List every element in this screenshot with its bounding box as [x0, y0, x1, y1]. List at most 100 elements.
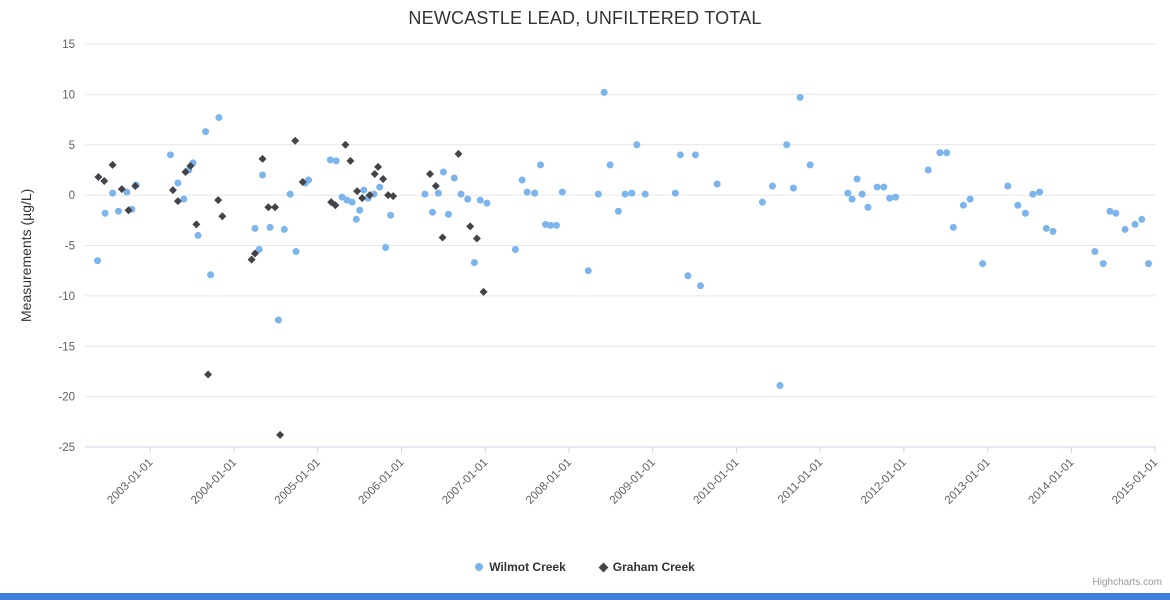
- data-point-wilmot-creek[interactable]: [523, 188, 531, 196]
- data-point-wilmot-creek[interactable]: [123, 188, 131, 196]
- data-point-wilmot-creek[interactable]: [547, 221, 555, 229]
- data-point-wilmot-creek[interactable]: [621, 190, 629, 198]
- data-point-wilmot-creek[interactable]: [94, 257, 102, 265]
- data-point-wilmot-creek[interactable]: [758, 198, 766, 206]
- data-point-graham-creek[interactable]: [466, 222, 475, 231]
- data-point-wilmot-creek[interactable]: [114, 207, 122, 215]
- data-point-graham-creek[interactable]: [276, 430, 285, 439]
- data-point-wilmot-creek[interactable]: [1042, 224, 1050, 232]
- data-point-wilmot-creek[interactable]: [305, 176, 313, 184]
- data-point-wilmot-creek[interactable]: [959, 201, 967, 209]
- data-point-wilmot-creek[interactable]: [783, 141, 791, 149]
- data-point-graham-creek[interactable]: [100, 177, 109, 186]
- data-point-wilmot-creek[interactable]: [215, 114, 223, 122]
- data-point-wilmot-creek[interactable]: [387, 211, 395, 219]
- data-point-graham-creek[interactable]: [374, 162, 383, 171]
- data-point-wilmot-creek[interactable]: [864, 203, 872, 211]
- data-point-graham-creek[interactable]: [331, 201, 340, 210]
- data-point-graham-creek[interactable]: [365, 191, 374, 200]
- data-point-graham-creek[interactable]: [358, 194, 367, 203]
- data-point-wilmot-creek[interactable]: [101, 209, 109, 217]
- data-point-wilmot-creek[interactable]: [483, 199, 491, 207]
- data-point-graham-creek[interactable]: [124, 206, 133, 215]
- data-point-graham-creek[interactable]: [192, 220, 201, 229]
- data-point-graham-creek[interactable]: [258, 154, 267, 163]
- data-point-graham-creek[interactable]: [291, 136, 300, 145]
- data-point-wilmot-creek[interactable]: [789, 184, 797, 192]
- data-point-wilmot-creek[interactable]: [266, 223, 274, 231]
- data-point-graham-creek[interactable]: [94, 172, 103, 181]
- data-point-wilmot-creek[interactable]: [614, 207, 622, 215]
- data-point-wilmot-creek[interactable]: [286, 190, 294, 198]
- data-point-wilmot-creek[interactable]: [858, 190, 866, 198]
- data-point-wilmot-creek[interactable]: [844, 189, 852, 197]
- data-point-wilmot-creek[interactable]: [606, 161, 614, 169]
- data-point-wilmot-creek[interactable]: [1138, 215, 1146, 223]
- data-point-graham-creek[interactable]: [173, 197, 182, 206]
- data-point-wilmot-creek[interactable]: [628, 189, 636, 197]
- data-point-wilmot-creek[interactable]: [806, 161, 814, 169]
- data-point-wilmot-creek[interactable]: [444, 210, 452, 218]
- data-point-graham-creek[interactable]: [108, 160, 117, 169]
- data-point-wilmot-creek[interactable]: [848, 195, 856, 203]
- data-point-wilmot-creek[interactable]: [886, 194, 894, 202]
- data-point-wilmot-creek[interactable]: [180, 195, 188, 203]
- data-point-wilmot-creek[interactable]: [434, 189, 442, 197]
- data-point-graham-creek[interactable]: [431, 182, 440, 191]
- legend-item-graham-creek[interactable]: Graham Creek: [598, 560, 695, 574]
- data-point-wilmot-creek[interactable]: [207, 271, 215, 279]
- data-point-wilmot-creek[interactable]: [429, 208, 437, 216]
- data-point-wilmot-creek[interactable]: [376, 183, 384, 191]
- data-point-wilmot-creek[interactable]: [584, 267, 592, 275]
- data-point-wilmot-creek[interactable]: [326, 156, 334, 164]
- data-point-wilmot-creek[interactable]: [676, 151, 684, 159]
- data-point-wilmot-creek[interactable]: [251, 224, 259, 232]
- data-point-wilmot-creek[interactable]: [966, 195, 974, 203]
- data-point-graham-creek[interactable]: [250, 249, 259, 258]
- data-point-wilmot-creek[interactable]: [531, 189, 539, 197]
- data-point-wilmot-creek[interactable]: [633, 141, 641, 149]
- data-point-wilmot-creek[interactable]: [1029, 190, 1037, 198]
- data-point-wilmot-creek[interactable]: [949, 223, 957, 231]
- data-point-wilmot-creek[interactable]: [348, 198, 356, 206]
- data-point-graham-creek[interactable]: [379, 175, 388, 184]
- data-point-wilmot-creek[interactable]: [924, 166, 932, 174]
- data-point-wilmot-creek[interactable]: [873, 183, 881, 191]
- data-point-graham-creek[interactable]: [479, 287, 488, 296]
- data-point-wilmot-creek[interactable]: [470, 259, 478, 267]
- data-point-wilmot-creek[interactable]: [1144, 260, 1152, 268]
- data-point-wilmot-creek[interactable]: [1004, 182, 1012, 190]
- data-point-wilmot-creek[interactable]: [166, 151, 174, 159]
- data-point-wilmot-creek[interactable]: [259, 171, 267, 179]
- data-point-wilmot-creek[interactable]: [518, 176, 526, 184]
- data-point-wilmot-creek[interactable]: [421, 190, 429, 198]
- data-point-wilmot-creek[interactable]: [796, 93, 804, 101]
- data-point-wilmot-creek[interactable]: [1036, 188, 1044, 196]
- data-point-graham-creek[interactable]: [214, 196, 223, 205]
- data-point-wilmot-creek[interactable]: [892, 193, 900, 201]
- data-point-graham-creek[interactable]: [117, 185, 126, 194]
- data-point-graham-creek[interactable]: [181, 167, 190, 176]
- data-point-wilmot-creek[interactable]: [979, 260, 987, 268]
- data-point-wilmot-creek[interactable]: [1049, 227, 1057, 235]
- data-point-wilmot-creek[interactable]: [1099, 260, 1107, 268]
- data-point-wilmot-creek[interactable]: [600, 88, 608, 96]
- data-point-wilmot-creek[interactable]: [174, 179, 182, 187]
- data-point-wilmot-creek[interactable]: [537, 161, 545, 169]
- data-point-wilmot-creek[interactable]: [511, 246, 519, 254]
- data-point-wilmot-creek[interactable]: [450, 174, 458, 182]
- data-point-wilmot-creek[interactable]: [202, 128, 210, 136]
- data-point-graham-creek[interactable]: [425, 169, 434, 178]
- data-point-wilmot-creek[interactable]: [338, 193, 346, 201]
- highcharts-credits[interactable]: Highcharts.com: [1092, 577, 1162, 588]
- data-point-graham-creek[interactable]: [346, 156, 355, 165]
- data-point-graham-creek[interactable]: [454, 149, 463, 158]
- data-point-graham-creek[interactable]: [384, 191, 393, 200]
- data-point-wilmot-creek[interactable]: [194, 231, 202, 239]
- data-point-wilmot-creek[interactable]: [1121, 225, 1129, 233]
- data-point-graham-creek[interactable]: [264, 203, 273, 212]
- data-point-graham-creek[interactable]: [472, 234, 481, 243]
- data-point-wilmot-creek[interactable]: [713, 180, 721, 188]
- data-point-wilmot-creek[interactable]: [594, 190, 602, 198]
- data-point-graham-creek[interactable]: [370, 169, 379, 178]
